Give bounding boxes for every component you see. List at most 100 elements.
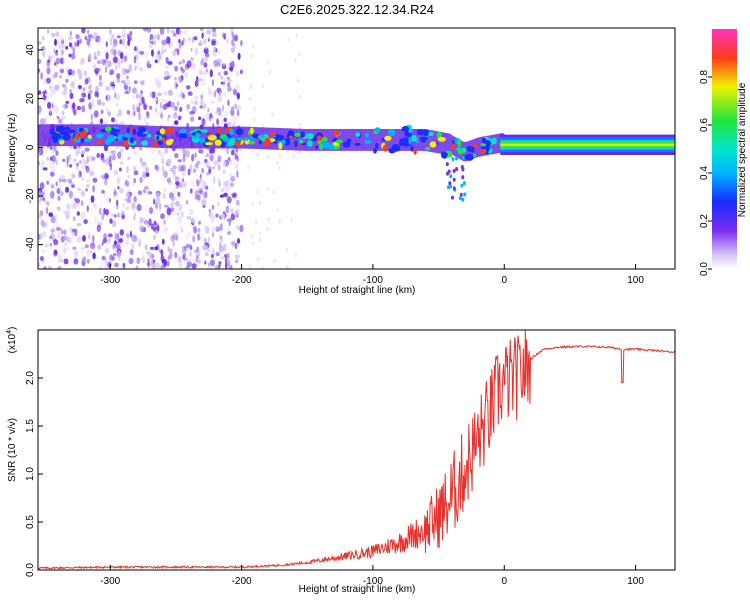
noise-speck [104,247,110,254]
ridge-blob [287,130,295,136]
noise-speck [256,153,259,158]
noise-speck [73,145,77,150]
noise-speck [53,48,56,54]
noise-speck [223,192,229,198]
noise-speck [200,180,206,189]
noise-speck [39,182,45,190]
noise-speck [118,255,121,261]
noise-speck [208,165,212,173]
noise-speck [200,189,203,196]
noise-speck [136,48,140,55]
ridge-blob [234,141,241,147]
y-tick-label: 0 [25,144,36,150]
noise-speck [186,60,192,68]
noise-speck [165,102,171,108]
noise-speck [71,69,75,76]
noise-speck [167,246,170,253]
noise-speck [211,79,214,87]
noise-speck [230,208,234,214]
noise-speck [296,78,300,83]
noise-speck [136,203,142,212]
noise-speck [67,155,72,163]
noise-speck [217,155,222,163]
noise-speck [118,238,123,243]
noise-speck [168,37,171,43]
noise-speck [222,63,226,68]
ridge-blob [457,148,464,155]
noise-speck [155,164,159,172]
noise-speck [170,196,176,201]
noise-speck [137,116,142,121]
noise-speck [160,213,165,220]
noise-speck [81,150,85,154]
noise-speck [43,117,47,125]
y-tick-label: 1.5 [25,419,36,433]
noise-speck [81,28,86,34]
noise-speck [142,164,147,170]
noise-speck [178,206,182,212]
noise-speck [223,70,229,76]
noise-speck [50,190,55,199]
noise-speck [266,60,269,65]
noise-speck [252,241,255,246]
noise-speck [78,149,81,155]
noise-speck [60,174,66,180]
noise-speck [172,210,177,216]
noise-speck [133,216,136,220]
noise-speck [219,223,223,231]
noise-speck [199,177,202,184]
ridge-blob [307,140,313,148]
noise-speck [216,106,222,113]
noise-speck [121,38,125,46]
noise-speck [215,251,220,257]
noise-speck [38,90,42,95]
noise-speck [222,79,226,87]
noise-speck [219,235,223,240]
y-tick-label: 0.0 [25,563,36,577]
noise-speck [38,234,41,240]
noise-speck [178,261,183,269]
noise-speck [172,169,176,174]
noise-speck [40,147,44,156]
noise-speck [231,31,234,40]
noise-speck [95,71,99,76]
noise-speck [75,34,80,40]
noise-speck [210,213,216,222]
noise-speck [49,146,53,150]
noise-speck [226,253,230,259]
noise-speck [102,237,108,244]
noise-speck [44,265,47,269]
noise-speck [203,181,207,186]
noise-speck [154,59,158,63]
ridge-blob [420,137,427,143]
colorbar-scale [712,29,737,269]
noise-speck [48,265,52,269]
noise-speck [145,167,149,174]
ridge-blob [80,138,85,143]
noise-speck [132,94,136,99]
x-tick-label: -200 [232,576,252,587]
noise-speck [112,42,117,47]
noise-speck [191,106,197,114]
noise-speck [88,85,91,90]
noise-speck [253,118,256,123]
noise-speck [160,249,164,257]
noise-speck [87,34,93,39]
noise-speck [80,211,86,220]
noise-speck [203,46,209,50]
noise-speck [203,48,206,54]
noise-speck [159,151,165,159]
noise-speck [128,257,134,265]
noise-speck [203,225,207,230]
noise-speck [207,86,212,92]
ridge-blob [269,132,277,136]
noise-speck [191,36,195,44]
noise-speck [105,258,108,266]
ridge-blob [278,142,283,150]
noise-speck [234,163,239,169]
noise-speck [108,198,112,203]
noise-speck [182,37,185,43]
noise-speck [172,239,175,248]
noise-speck [248,264,251,269]
noise-speck [87,29,90,35]
